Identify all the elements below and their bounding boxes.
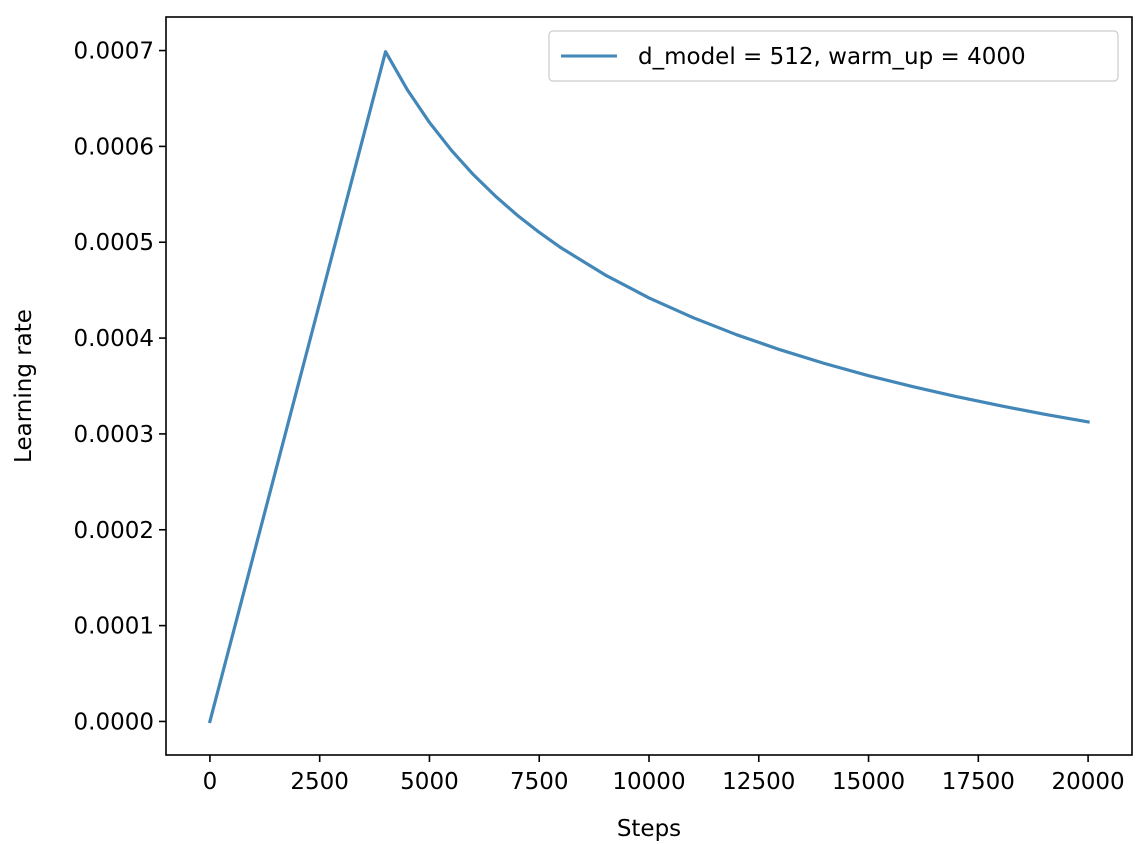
y-tick-label: 0.0003 xyxy=(74,422,154,448)
y-tick-label: 0.0005 xyxy=(74,230,154,256)
series-line xyxy=(207,50,1090,724)
series-layer xyxy=(207,50,1090,724)
y-axis-title: Learning rate xyxy=(11,309,37,463)
x-tick-label: 17500 xyxy=(942,769,1015,795)
y-tick-label: 0.0000 xyxy=(74,709,154,735)
y-tick-label: 0.0007 xyxy=(74,39,154,65)
y-tick-label: 0.0002 xyxy=(74,518,154,544)
plot-area-frame xyxy=(165,16,1133,756)
legend-label: d_model = 512, warm_up = 4000 xyxy=(638,44,1026,70)
y-tick-label: 0.0006 xyxy=(74,134,154,160)
x-tick-label: 20000 xyxy=(1052,769,1125,795)
x-axis-ticks: 0 2500 5000 7500 10000 12500 15000 17500 20000 xyxy=(203,755,1125,795)
legend: d_model = 512, warm_up = 4000 xyxy=(548,30,1119,82)
y-tick-label: 0.0001 xyxy=(74,614,154,640)
y-tick-label: 0.0004 xyxy=(74,326,154,352)
x-tick-label: 0 xyxy=(203,769,218,795)
x-tick-label: 2500 xyxy=(290,769,349,795)
x-tick-label: 7500 xyxy=(510,769,569,795)
x-tick-label: 12500 xyxy=(722,769,795,795)
x-tick-label: 15000 xyxy=(832,769,905,795)
x-axis-title: Steps xyxy=(617,816,681,842)
legend-box xyxy=(548,30,1119,82)
x-tick-label: 10000 xyxy=(612,769,685,795)
x-tick-label: 5000 xyxy=(400,769,459,795)
y-axis-ticks: 0.0000 0.0001 0.0002 0.0003 0.0004 0.0005 0.00… xyxy=(74,39,166,735)
